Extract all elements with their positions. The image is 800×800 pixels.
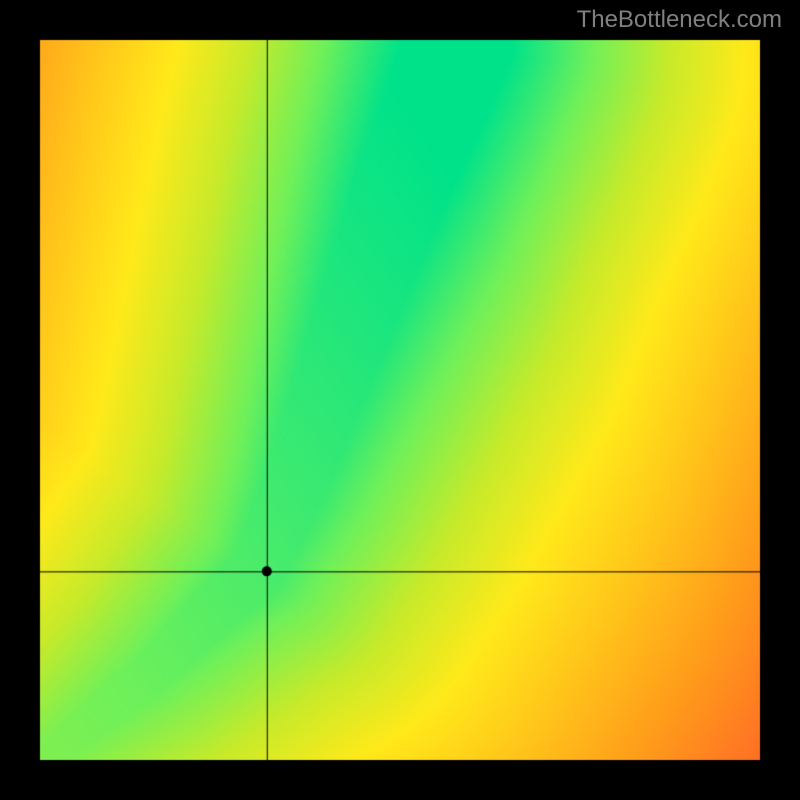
chart-container: TheBottleneck.com <box>0 0 800 800</box>
bottleneck-heatmap <box>0 0 800 800</box>
watermark-text: TheBottleneck.com <box>577 6 782 34</box>
